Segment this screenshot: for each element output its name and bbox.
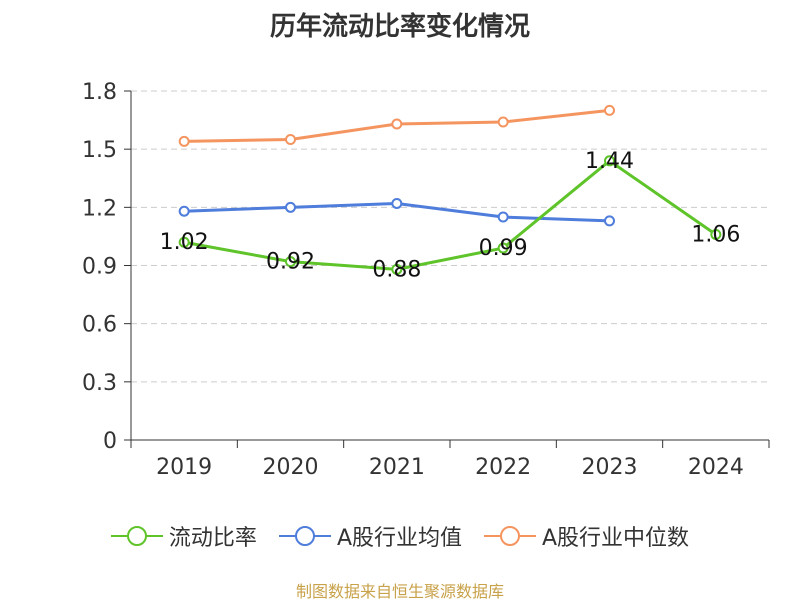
data-point[interactable] bbox=[604, 215, 615, 227]
data-point[interactable] bbox=[178, 236, 190, 248]
chart-title: 历年流动比率变化情况 bbox=[269, 12, 530, 42]
legend-label-industry-median: A股行业中位数 bbox=[542, 526, 690, 551]
series-line-0 bbox=[183, 159, 717, 271]
data-point[interactable] bbox=[391, 197, 403, 209]
data-point[interactable] bbox=[604, 155, 615, 167]
data-point[interactable] bbox=[497, 242, 509, 254]
x-tick-label: 2024 bbox=[688, 455, 744, 480]
y-tick-label: 0.9 bbox=[82, 255, 117, 280]
y-tick-label: 1.5 bbox=[82, 138, 117, 163]
data-label: 1.02 bbox=[160, 230, 209, 255]
y-tick-label: 0.3 bbox=[82, 371, 117, 396]
chart-legend: 流动比率 A股行业均值 A股行业中位数 bbox=[0, 518, 800, 554]
data-point[interactable] bbox=[391, 263, 403, 275]
data-point[interactable] bbox=[497, 211, 509, 223]
legend-item-current-ratio[interactable]: 流动比率 bbox=[110, 520, 257, 552]
legend-swatch-industry-mean bbox=[278, 526, 331, 546]
x-tick-label: 2020 bbox=[263, 455, 319, 480]
data-point[interactable] bbox=[604, 104, 615, 116]
data-point[interactable] bbox=[285, 133, 296, 145]
data-point[interactable] bbox=[178, 135, 190, 147]
y-tick-label: 0 bbox=[103, 429, 117, 454]
data-label: 0.92 bbox=[266, 250, 315, 275]
x-tick-label: 2019 bbox=[156, 455, 212, 480]
data-point[interactable] bbox=[391, 118, 403, 130]
x-tick-label: 2022 bbox=[475, 455, 531, 480]
x-tick-label: 2021 bbox=[369, 455, 425, 480]
legend-item-industry-mean[interactable]: A股行业均值 bbox=[278, 520, 462, 552]
data-label: 1.06 bbox=[691, 222, 740, 247]
y-tick-label: 1.8 bbox=[82, 80, 117, 105]
data-label: 1.44 bbox=[585, 149, 634, 174]
data-point[interactable] bbox=[285, 256, 296, 268]
data-label: 0.88 bbox=[372, 257, 421, 282]
data-point[interactable] bbox=[710, 228, 722, 240]
data-point[interactable] bbox=[497, 116, 509, 128]
data-point[interactable] bbox=[285, 201, 296, 213]
legend-swatch-industry-median bbox=[484, 526, 536, 546]
data-source-note: 制图数据来自恒生聚源数据库 bbox=[295, 582, 504, 601]
legend-label-industry-mean: A股行业均值 bbox=[336, 526, 462, 551]
x-tick-label: 2023 bbox=[582, 455, 638, 480]
legend-label-current-ratio: 流动比率 bbox=[168, 526, 257, 551]
legend-item-industry-median[interactable]: A股行业中位数 bbox=[484, 520, 689, 552]
data-label: 0.99 bbox=[479, 236, 528, 261]
y-tick-label: 1.2 bbox=[82, 196, 117, 221]
legend-swatch-current-ratio bbox=[110, 526, 163, 546]
y-tick-label: 0.6 bbox=[82, 313, 117, 338]
data-point[interactable] bbox=[178, 205, 190, 217]
